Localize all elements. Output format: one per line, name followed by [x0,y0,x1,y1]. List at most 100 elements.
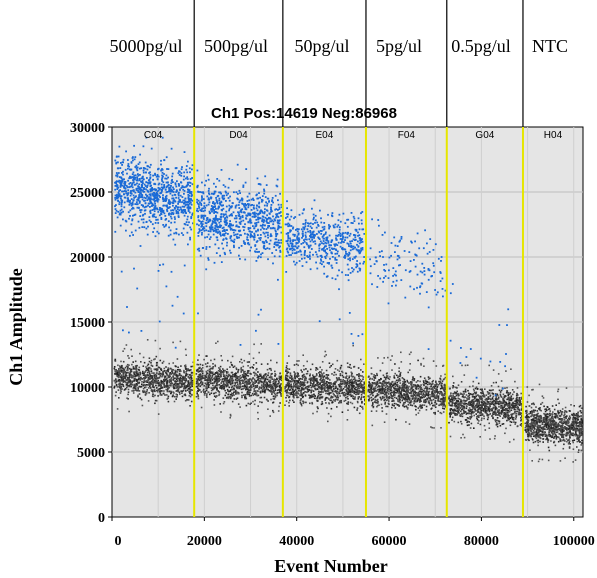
negative-droplet [168,362,170,365]
negative-droplet [267,384,270,386]
negative-droplet [412,376,414,378]
negative-droplet [299,402,302,404]
negative-droplet [248,393,250,395]
negative-droplet [215,379,218,381]
negative-droplet [368,399,370,402]
negative-droplet [368,382,371,384]
negative-droplet [411,398,414,400]
negative-droplet [296,383,299,385]
negative-droplet [324,350,327,353]
negative-droplet [441,387,443,389]
negative-droplet [370,393,373,395]
negative-droplet [130,369,132,371]
negative-droplet [199,363,202,366]
negative-droplet [120,360,122,363]
negative-droplet [379,385,381,388]
negative-droplet [323,372,325,374]
negative-droplet [167,386,170,389]
negative-droplet [457,403,459,406]
negative-droplet [364,399,366,402]
negative-droplet [487,397,489,399]
negative-droplet [453,420,456,423]
negative-droplet [234,373,237,376]
negative-droplet [478,414,480,417]
negative-droplet [377,402,379,404]
negative-droplet [185,374,187,377]
negative-droplet [347,387,349,389]
negative-droplet [408,382,410,384]
negative-droplet [180,385,183,387]
negative-droplet [478,403,480,405]
negative-droplet [483,393,485,396]
negative-droplet [476,406,478,408]
negative-droplet [486,403,488,405]
negative-droplet [190,377,193,380]
negative-droplet [383,399,385,402]
negative-droplet [217,369,220,372]
negative-droplet [196,381,198,383]
negative-droplet [381,388,384,391]
negative-droplet [507,416,510,418]
negative-droplet [277,389,279,391]
negative-droplet [487,396,490,398]
negative-droplet [421,404,424,406]
negative-droplet [284,404,286,406]
negative-droplet [368,384,370,387]
negative-droplet [452,397,455,400]
negative-droplet [122,369,125,372]
negative-droplet [480,404,482,406]
negative-droplet [295,375,298,377]
negative-droplet [420,391,422,393]
negative-droplet [328,387,330,390]
negative-droplet [398,395,400,398]
negative-droplet [383,376,386,378]
negative-droplet [234,375,236,377]
negative-droplet [449,408,451,410]
negative-droplet [561,408,564,410]
negative-droplet [212,388,214,391]
negative-droplet [393,393,395,396]
negative-droplet [144,386,147,389]
negative-droplet [444,394,446,396]
negative-droplet [344,380,346,382]
negative-droplet [397,392,400,394]
negative-droplet [482,407,485,410]
negative-droplet [479,395,482,398]
negative-droplet [381,362,384,364]
negative-droplet [162,373,165,376]
negative-droplet [503,414,505,417]
negative-droplet [407,371,409,374]
negative-droplet [386,395,388,397]
negative-droplet [403,401,405,404]
negative-droplet [465,402,467,405]
negative-droplet [130,380,132,382]
negative-droplet [218,377,220,379]
negative-droplet [341,392,343,394]
negative-droplet [382,374,385,377]
negative-droplet [502,417,504,419]
negative-droplet [420,364,422,366]
negative-droplet [172,369,174,371]
negative-droplet [385,399,388,402]
negative-droplet [116,373,119,375]
negative-droplet [297,364,299,367]
negative-droplet [482,401,485,403]
negative-droplet [169,375,172,378]
negative-droplet [228,390,231,393]
negative-droplet [160,386,162,389]
negative-droplet [388,403,390,405]
negative-droplet [138,393,141,395]
negative-droplet [485,397,488,400]
negative-droplet [127,385,129,387]
negative-droplet [292,399,294,402]
negative-droplet [165,366,167,368]
negative-droplet [347,390,349,392]
negative-droplet [477,422,479,424]
negative-droplet [385,388,387,391]
negative-droplet [361,406,363,408]
negative-droplet [435,388,437,390]
negative-droplet [311,379,314,382]
negative-droplet [392,391,394,394]
negative-droplet [518,412,521,415]
negative-droplet [229,397,232,400]
